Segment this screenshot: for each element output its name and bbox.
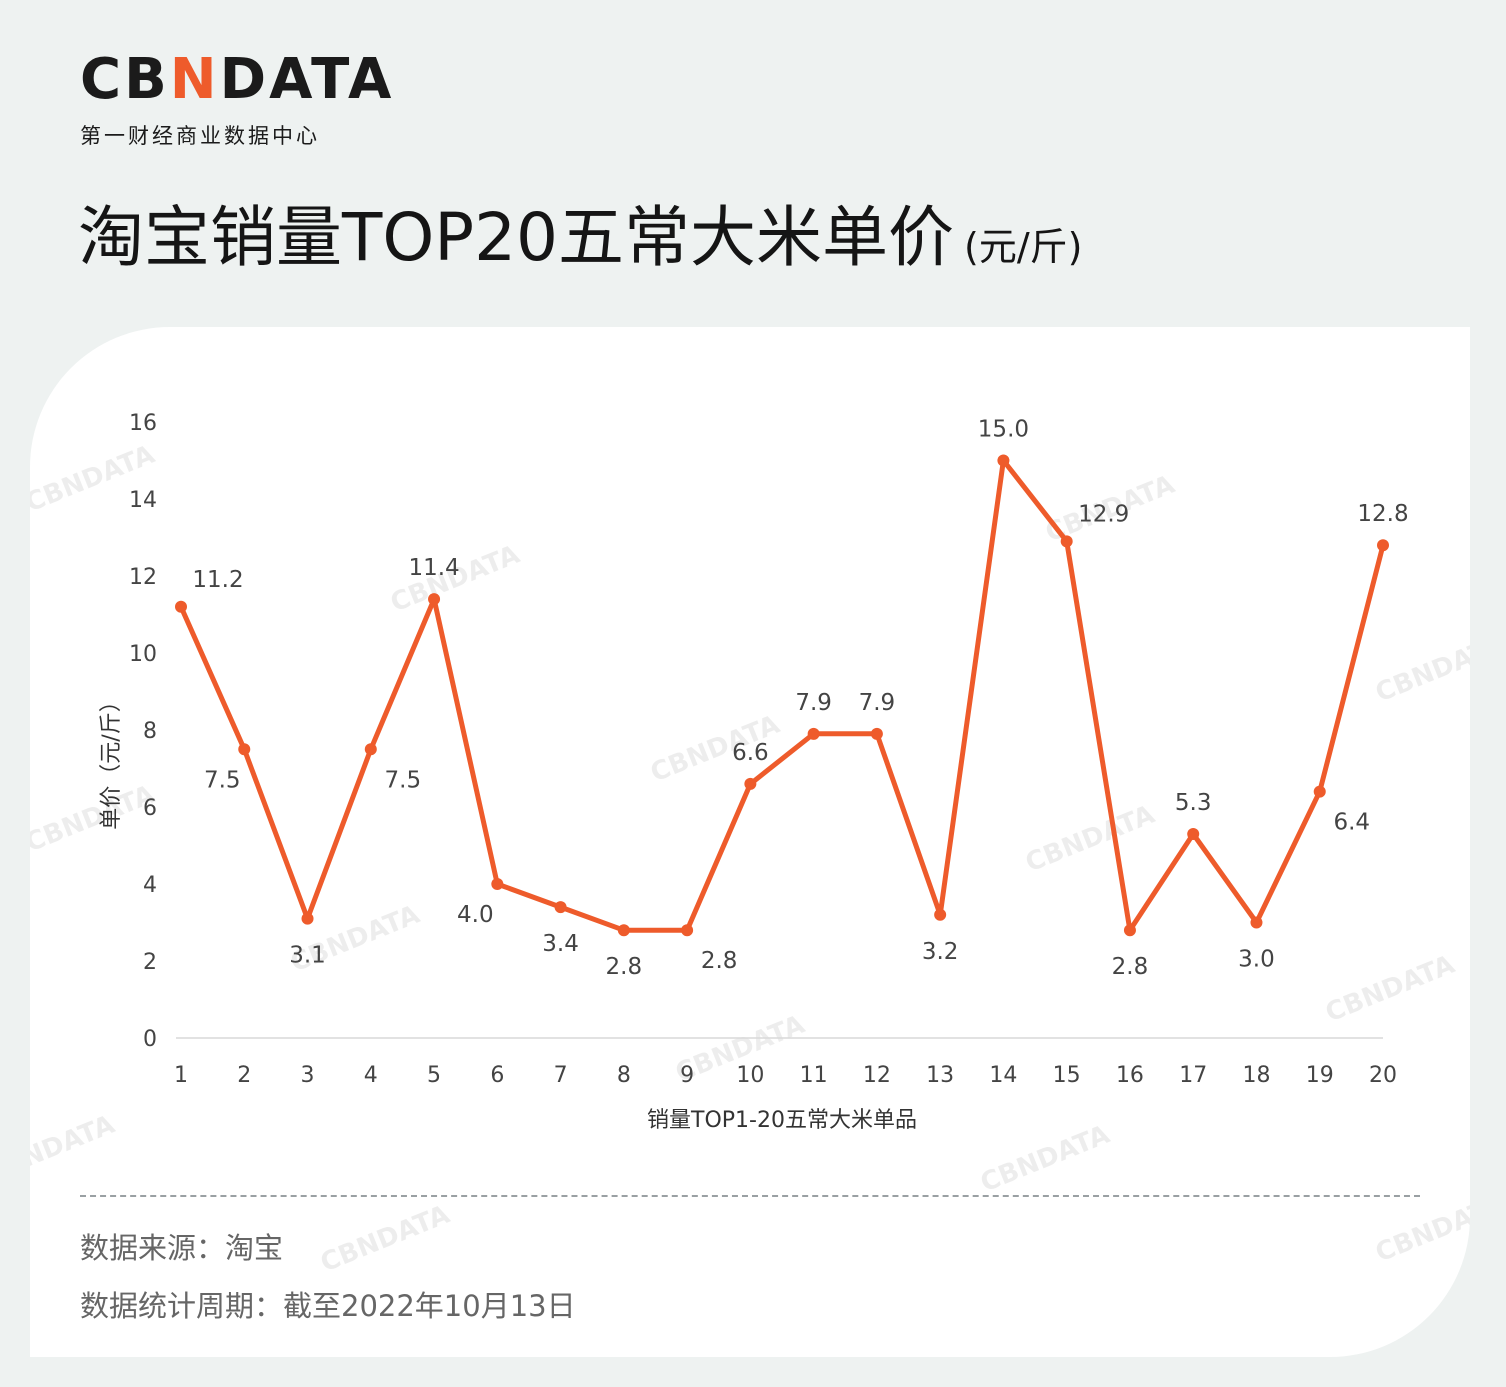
- watermark-4: CBNDATA: [1021, 800, 1159, 879]
- data-point: [681, 924, 694, 937]
- data-label: 7.9: [795, 690, 832, 716]
- x-tick-label: 18: [1242, 1063, 1270, 1088]
- y-tick-label: 4: [143, 873, 157, 898]
- x-tick-label: 5: [427, 1063, 441, 1088]
- data-label: 3.1: [289, 943, 326, 969]
- x-tick-label: 14: [989, 1063, 1017, 1088]
- data-point: [1250, 916, 1263, 929]
- data-period: 数据统计周期：截至2022年10月13日: [80, 1289, 576, 1323]
- x-axis-title: 销量TOP1-20五常大米单品: [647, 1108, 917, 1133]
- y-tick-label: 16: [129, 411, 157, 436]
- data-label: 12.9: [1078, 501, 1129, 527]
- data-point: [554, 901, 567, 914]
- data-point: [428, 593, 441, 606]
- watermark-14: CBNDATA: [30, 1110, 119, 1189]
- data-point: [1377, 539, 1389, 552]
- x-tick-label: 17: [1179, 1063, 1207, 1088]
- data-point: [807, 727, 820, 740]
- x-tick-label: 7: [554, 1063, 568, 1088]
- watermark-9: CBNDATA: [1371, 630, 1470, 709]
- series-line: [178, 458, 1386, 933]
- x-tick-label: 15: [1053, 1063, 1081, 1088]
- data-label: 11.2: [192, 567, 243, 593]
- y-tick-label: 12: [129, 565, 157, 590]
- x-tick-label: 16: [1116, 1063, 1144, 1088]
- watermark-7: CBNDATA: [30, 780, 159, 859]
- data-label: 6.6: [732, 740, 769, 766]
- brand-logo: CBNDATA 第一财经商业数据中心: [80, 52, 394, 150]
- y-tick-label: 2: [143, 950, 157, 975]
- data-label: 7.9: [859, 690, 896, 716]
- watermark-13: CBNDATA: [316, 1200, 454, 1279]
- data-point: [238, 743, 251, 756]
- data-point: [364, 743, 377, 756]
- watermark-10: CBNDATA: [1321, 950, 1459, 1029]
- y-axis-title: 单价（元/斤）: [99, 690, 124, 829]
- data-label: 7.5: [204, 767, 241, 793]
- x-tick-label: 20: [1369, 1063, 1397, 1088]
- data-label: 3.4: [542, 931, 579, 957]
- data-point: [1187, 827, 1200, 840]
- data-point: [997, 454, 1010, 467]
- data-label: 7.5: [385, 767, 422, 793]
- data-label: 3.0: [1238, 947, 1275, 973]
- y-tick-label: 6: [143, 796, 157, 821]
- data-label: 2.8: [1112, 954, 1149, 980]
- data-label: 5.3: [1175, 790, 1212, 816]
- data-label: 12.8: [1357, 501, 1408, 527]
- footer-divider: [80, 1195, 1420, 1197]
- y-tick-label: 8: [143, 719, 157, 744]
- x-tick-label: 3: [301, 1063, 315, 1088]
- y-tick-label: 14: [129, 488, 157, 513]
- title-unit: (元/斤): [964, 225, 1083, 269]
- x-tick-label: 9: [680, 1063, 694, 1088]
- x-tick-label: 12: [863, 1063, 891, 1088]
- logo-subtitle: 第一财经商业数据中心: [80, 124, 320, 148]
- data-point: [175, 600, 187, 613]
- title-text: 淘宝销量TOP20五常大米单价: [78, 199, 955, 276]
- logo-wordmark: CBNDATA: [80, 47, 395, 112]
- data-label: 11.4: [408, 555, 459, 581]
- data-label: 4.0: [457, 902, 494, 928]
- data-label: 15.0: [978, 417, 1029, 443]
- x-tick-label: 6: [490, 1063, 504, 1088]
- x-tick-label: 11: [800, 1063, 828, 1088]
- line-chart: CBNDATA CBNDATA CBNDATA CBNDATA CBNDATA CBNDA…: [30, 411, 1470, 1279]
- data-point: [1123, 924, 1136, 937]
- data-point: [301, 912, 314, 925]
- data-point: [1060, 535, 1073, 548]
- data-source: 数据来源：淘宝: [80, 1231, 284, 1265]
- y-tick-label: 0: [143, 1027, 157, 1052]
- data-point: [1313, 785, 1326, 798]
- data-label: 6.4: [1333, 810, 1370, 836]
- data-point: [617, 924, 630, 937]
- x-tick-label: 4: [364, 1063, 378, 1088]
- chart-card: CBNDATA CBNDATA CBNDATA CBNDATA CBNDATA CBNDA…: [30, 327, 1470, 1357]
- data-label: 2.8: [701, 948, 738, 974]
- x-tick-label: 19: [1306, 1063, 1334, 1088]
- page-title: 淘宝销量TOP20五常大米单价 (元/斤): [78, 198, 1083, 277]
- data-point: [870, 727, 883, 740]
- y-tick-label: 10: [129, 642, 157, 667]
- x-tick-label: 2: [237, 1063, 251, 1088]
- x-tick-label: 13: [926, 1063, 954, 1088]
- x-tick-label: 8: [617, 1063, 631, 1088]
- watermark-12: CBNDATA: [1371, 1190, 1470, 1269]
- watermark-11: CBNDATA: [976, 1120, 1114, 1199]
- data-point: [744, 777, 757, 790]
- data-point: [491, 878, 504, 890]
- data-point: [934, 908, 947, 921]
- data-label: 3.2: [922, 939, 959, 965]
- x-tick-label: 10: [736, 1063, 764, 1088]
- data-label: 2.8: [606, 954, 643, 980]
- x-tick-label: 1: [174, 1063, 188, 1088]
